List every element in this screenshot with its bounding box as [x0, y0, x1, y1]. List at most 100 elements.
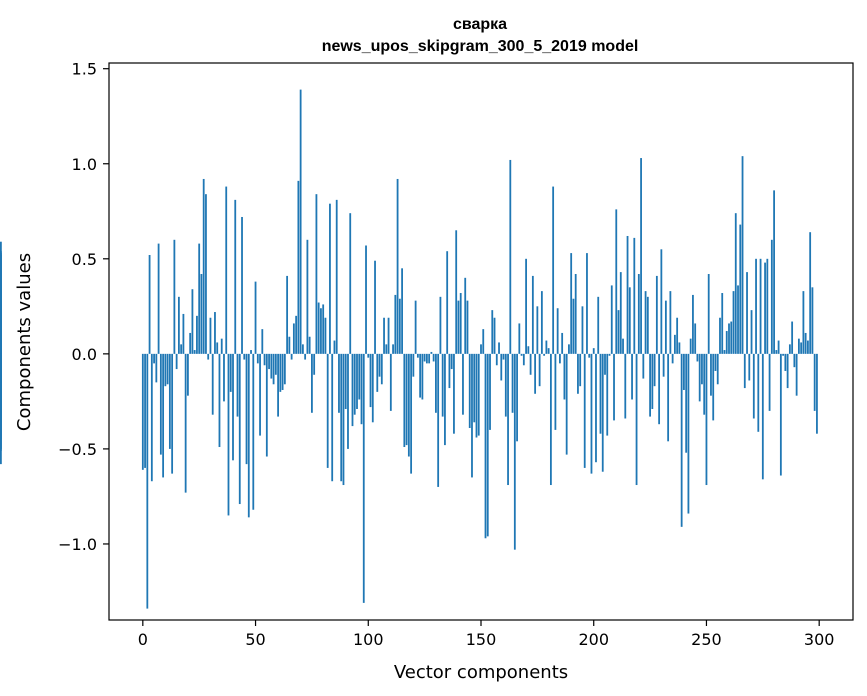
bar [710, 353, 712, 396]
bar [306, 239, 309, 354]
bar [281, 353, 284, 390]
bar [716, 353, 719, 385]
bar [322, 304, 325, 354]
bar [333, 340, 336, 354]
bar [419, 353, 422, 398]
bar [480, 344, 482, 354]
bar [660, 249, 663, 354]
bar [202, 178, 205, 354]
bar [707, 274, 710, 354]
bar [286, 275, 289, 354]
bar [520, 353, 523, 356]
bar [477, 353, 480, 436]
bar [486, 353, 489, 537]
bar [764, 262, 766, 354]
bar [407, 353, 410, 457]
bar [739, 224, 742, 354]
bar [723, 350, 726, 354]
x-tick-label: 0 [138, 630, 148, 649]
bar [583, 353, 586, 468]
bar [766, 258, 769, 354]
bar [164, 353, 167, 387]
bar [509, 159, 512, 354]
bar [619, 272, 622, 354]
bar [705, 353, 708, 486]
bar [579, 353, 582, 387]
bar [522, 353, 525, 366]
bar [376, 353, 379, 392]
bar [540, 291, 543, 354]
bar [516, 353, 518, 442]
bar [374, 260, 376, 354]
bar [410, 353, 413, 474]
bar [748, 353, 751, 381]
bar [155, 353, 158, 383]
bar [274, 353, 277, 375]
bar [351, 353, 354, 427]
bar [574, 274, 577, 354]
bar [380, 353, 383, 385]
bar [577, 353, 579, 394]
bar [252, 353, 255, 510]
bar [683, 353, 685, 390]
bar [144, 353, 146, 468]
bar [694, 323, 697, 354]
bar [692, 294, 694, 354]
bar [383, 317, 385, 354]
bar [788, 344, 791, 354]
bar [651, 353, 654, 409]
bar [676, 317, 679, 354]
x-axis-label: Vector components [394, 662, 568, 683]
bar [358, 353, 361, 400]
bar [205, 194, 207, 354]
bar [414, 300, 417, 354]
x-tick-label: 150 [466, 630, 497, 649]
bar [498, 342, 500, 354]
bar [568, 344, 570, 354]
bar [398, 298, 401, 354]
bar [193, 350, 196, 354]
bar [0, 353, 2, 383]
bar [784, 353, 787, 371]
bar [446, 251, 449, 354]
bar [401, 268, 403, 354]
bar [572, 298, 575, 354]
bar [288, 336, 291, 354]
y-axis-label: Components values [14, 253, 35, 431]
y-axis-ticks: −1.0 −0.5 0.0 0.5 1.0 1.5 [58, 60, 109, 554]
bar [513, 353, 516, 550]
bar [453, 353, 455, 434]
bar [403, 353, 406, 448]
bar [628, 287, 631, 354]
bar [732, 291, 735, 354]
bar [816, 353, 818, 434]
bar [701, 353, 703, 385]
bar [671, 353, 674, 364]
bar [369, 353, 372, 408]
plot-area-frame [108, 62, 854, 621]
bar [698, 353, 701, 402]
bar [752, 353, 755, 419]
bar [462, 353, 464, 415]
bar [238, 353, 241, 505]
bar [301, 344, 304, 354]
bar [394, 294, 397, 354]
bar [570, 253, 573, 354]
bar [457, 300, 460, 354]
bar [385, 344, 388, 354]
bar [362, 353, 365, 603]
bar [730, 321, 733, 354]
bar [189, 332, 192, 354]
y-tick-label: 1.5 [72, 60, 97, 79]
bar [755, 258, 757, 354]
bar [531, 275, 534, 354]
bar [277, 353, 279, 417]
bar [444, 353, 446, 446]
x-tick-label: 250 [691, 630, 722, 649]
bar [353, 353, 356, 415]
bar [342, 353, 345, 486]
bar [622, 338, 624, 354]
bars-group [0, 89, 818, 609]
bar [200, 274, 203, 354]
bar [507, 353, 509, 486]
